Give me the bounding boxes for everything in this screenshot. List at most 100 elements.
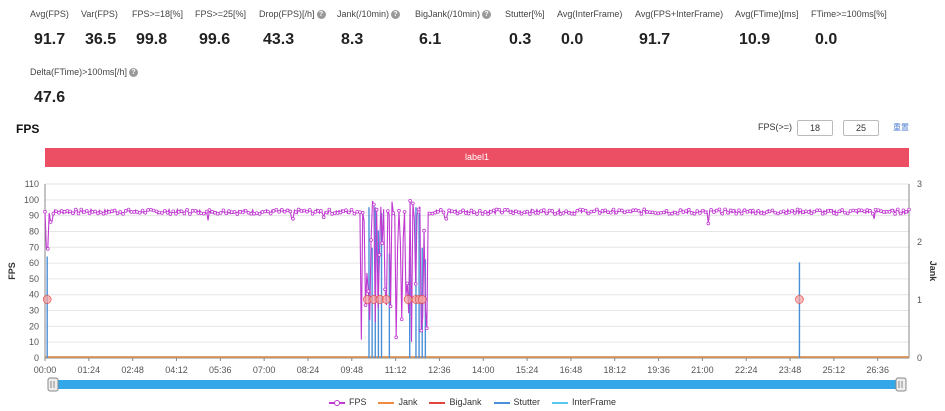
metric: FPS>=25[%] 99.6 xyxy=(195,8,246,49)
fps-point xyxy=(893,212,897,216)
fps-point xyxy=(391,211,396,215)
fps-point xyxy=(333,211,337,215)
fps-point xyxy=(586,211,591,216)
fps-point xyxy=(96,211,100,216)
fps-point xyxy=(611,207,616,212)
fps-point xyxy=(820,211,825,216)
fps-point xyxy=(494,207,499,212)
fps-point xyxy=(436,210,440,214)
fps-point xyxy=(185,208,189,212)
fps-point xyxy=(525,209,529,214)
fps-point xyxy=(165,210,170,215)
fps-point xyxy=(464,211,468,215)
fps-point xyxy=(517,210,521,215)
metric: Avg(InterFrame) 0.0 xyxy=(557,8,622,49)
fps-point xyxy=(135,210,139,214)
help-icon[interactable]: ? xyxy=(391,10,401,20)
fps-point xyxy=(129,210,134,214)
fps-point xyxy=(784,211,789,215)
y-axis-title: FPS xyxy=(7,262,17,280)
help-icon[interactable]: ? xyxy=(316,10,326,20)
fps-point xyxy=(263,209,267,214)
fps-threshold-input-1[interactable] xyxy=(797,120,833,136)
fps-point xyxy=(452,210,457,214)
fps-point xyxy=(104,211,109,215)
jank-marker xyxy=(381,295,391,304)
metric-label-text: BigJank(/10min) xyxy=(415,9,481,19)
fps-point xyxy=(296,207,301,212)
fps-point xyxy=(806,210,811,214)
zoom-handle-left[interactable] xyxy=(47,377,59,392)
fps-point xyxy=(73,207,78,212)
fps-point xyxy=(160,211,164,215)
legend-item-interframe[interactable]: InterFrame xyxy=(552,397,616,407)
y2-tick-label: 2 xyxy=(917,237,922,247)
legend-item-jank[interactable]: Jank xyxy=(378,397,417,407)
y-tick-label: 110 xyxy=(25,179,39,189)
metric: Drop(FPS)[/h]? 43.3 xyxy=(259,8,326,49)
legend-item-bigjank[interactable]: BigJank xyxy=(429,397,482,407)
legend-label: InterFrame xyxy=(572,397,617,407)
fps-point xyxy=(324,210,329,215)
fps-point xyxy=(511,211,516,216)
y-tick-label: 50 xyxy=(29,274,39,284)
fps-point xyxy=(48,220,53,224)
fps-point xyxy=(124,209,128,213)
fps-point xyxy=(870,211,875,216)
zoom-slider-track[interactable] xyxy=(55,380,905,389)
x-tick-label: 18:12 xyxy=(603,365,626,375)
fps-point xyxy=(193,209,198,213)
fps-point xyxy=(232,209,237,214)
metric-label: FPS>=18[%] xyxy=(132,8,183,20)
fps-point xyxy=(765,210,769,214)
fps-threshold-label: FPS(>=) xyxy=(758,122,793,132)
fps-point xyxy=(575,208,580,213)
fps-point xyxy=(818,208,822,213)
label-bar[interactable]: label1 xyxy=(45,148,909,167)
metric-value: 0.0 xyxy=(815,31,838,48)
metric-label: Jank(/10min)? xyxy=(337,8,401,20)
fps-point xyxy=(458,210,463,214)
fps-threshold-input-2[interactable] xyxy=(843,120,879,136)
fps-point xyxy=(773,210,778,215)
fps-point xyxy=(168,212,173,216)
fps-point xyxy=(901,208,906,213)
fps-point xyxy=(859,208,864,213)
y-tick-label: 80 xyxy=(29,226,39,236)
metric-label: Var(FPS) xyxy=(81,8,118,20)
fps-point xyxy=(528,212,532,216)
fps-point xyxy=(305,209,309,214)
fps-point xyxy=(692,211,697,216)
fps-point xyxy=(542,208,546,212)
fps-point xyxy=(190,208,195,213)
metric-label: FTime>=100ms[%] xyxy=(811,8,887,20)
fps-point xyxy=(840,208,844,212)
metric-value: 99.6 xyxy=(199,31,231,48)
fps-point xyxy=(319,209,323,213)
fps-point xyxy=(717,207,722,212)
legend-item-fps[interactable]: FPS xyxy=(328,397,366,407)
x-tick-label: 00:00 xyxy=(34,365,57,375)
fps-point xyxy=(617,208,621,212)
fps-point xyxy=(533,211,538,215)
help-icon[interactable]: ? xyxy=(128,68,138,78)
x-tick-label: 08:24 xyxy=(297,365,320,375)
fps-point xyxy=(603,208,608,213)
x-tick-label: 26:36 xyxy=(866,365,889,375)
metric-label-text: Var(FPS) xyxy=(81,9,118,19)
reset-button[interactable]: 重置 xyxy=(893,123,909,132)
metric: FPS>=18[%] 99.8 xyxy=(132,8,183,49)
fps-point xyxy=(569,211,574,216)
fps-point xyxy=(639,212,644,216)
fps-point xyxy=(372,202,376,207)
fps-point xyxy=(321,215,326,220)
y-tick-label: 20 xyxy=(29,321,39,331)
fps-point xyxy=(620,208,624,213)
legend-item-stutter[interactable]: Stutter xyxy=(493,397,540,407)
fps-point xyxy=(823,210,828,215)
metric-value: 6.1 xyxy=(419,31,442,48)
fps-point xyxy=(664,208,669,213)
zoom-handle-right[interactable] xyxy=(895,377,907,392)
y-tick-label: 70 xyxy=(29,242,39,252)
help-icon[interactable]: ? xyxy=(482,10,492,20)
